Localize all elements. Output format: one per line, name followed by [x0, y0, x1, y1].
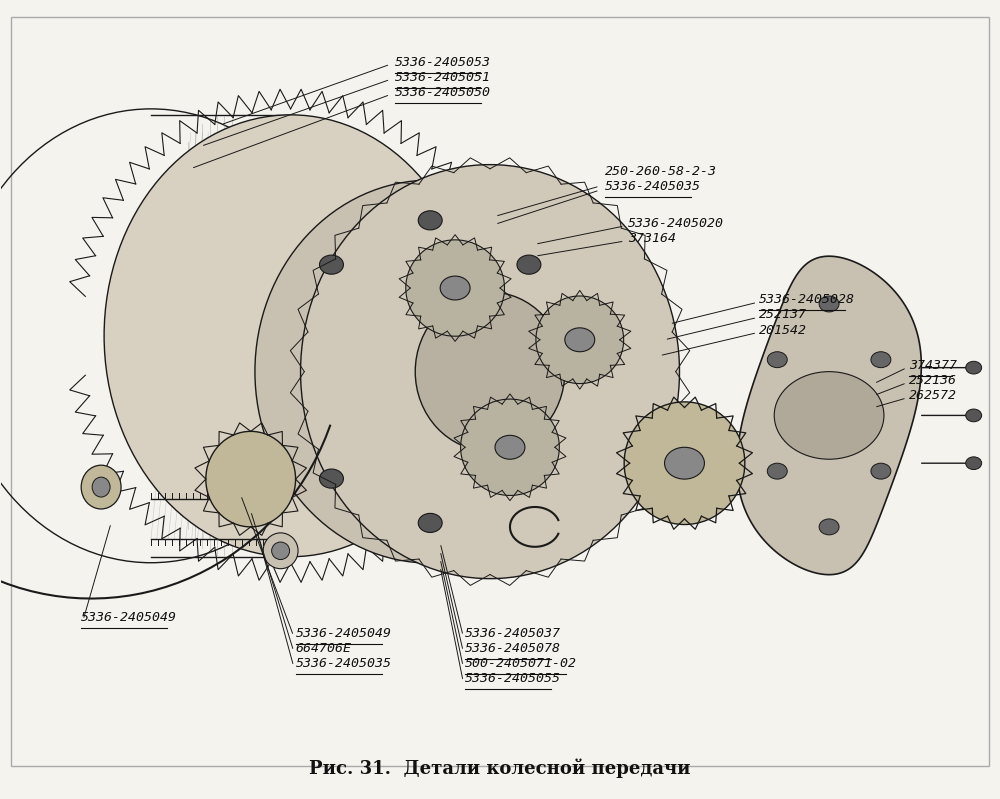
Text: 664706E: 664706E — [296, 642, 352, 655]
Circle shape — [966, 409, 982, 422]
Ellipse shape — [461, 400, 559, 495]
Circle shape — [418, 514, 442, 532]
Text: 5336-2405020: 5336-2405020 — [628, 217, 724, 230]
Text: 5336-2405035: 5336-2405035 — [605, 181, 701, 193]
Text: 5336-2405037: 5336-2405037 — [465, 627, 561, 640]
Ellipse shape — [415, 292, 565, 451]
Circle shape — [966, 457, 982, 470]
Text: 250-260-58-2-3: 250-260-58-2-3 — [605, 165, 717, 178]
Ellipse shape — [406, 240, 504, 336]
Ellipse shape — [81, 465, 121, 509]
Circle shape — [440, 276, 470, 300]
Ellipse shape — [92, 477, 110, 497]
Circle shape — [320, 469, 343, 488]
Text: 262572: 262572 — [909, 389, 957, 402]
Circle shape — [819, 519, 839, 535]
Text: 374377: 374377 — [909, 359, 957, 372]
Circle shape — [517, 469, 541, 488]
Ellipse shape — [206, 431, 296, 527]
Text: 5336-2405055: 5336-2405055 — [465, 672, 561, 686]
Circle shape — [565, 328, 595, 352]
Ellipse shape — [624, 402, 745, 524]
Circle shape — [767, 463, 787, 479]
Text: 201542: 201542 — [759, 324, 807, 336]
Ellipse shape — [272, 542, 290, 559]
Ellipse shape — [263, 533, 298, 569]
Circle shape — [665, 447, 704, 479]
Circle shape — [495, 435, 525, 459]
Text: 5336-2405049: 5336-2405049 — [296, 627, 392, 640]
Text: 252136: 252136 — [909, 374, 957, 387]
Circle shape — [774, 372, 884, 459]
Ellipse shape — [301, 165, 680, 578]
Text: 500-2405071-02: 500-2405071-02 — [465, 658, 577, 670]
Text: 5336-2405049: 5336-2405049 — [81, 611, 177, 624]
Circle shape — [966, 361, 982, 374]
Circle shape — [871, 352, 891, 368]
Circle shape — [767, 352, 787, 368]
Ellipse shape — [104, 115, 477, 557]
Text: 5336-2405078: 5336-2405078 — [465, 642, 561, 655]
Text: 5336-2405051: 5336-2405051 — [395, 71, 491, 84]
Text: МАРКА: МАРКА — [413, 433, 527, 461]
Circle shape — [418, 211, 442, 230]
Circle shape — [320, 255, 343, 274]
Circle shape — [871, 463, 891, 479]
Text: 5336-2405035: 5336-2405035 — [296, 658, 392, 670]
Circle shape — [819, 296, 839, 312]
Text: 5336-2405050: 5336-2405050 — [395, 86, 491, 99]
Text: 252137: 252137 — [759, 308, 807, 321]
Polygon shape — [737, 256, 921, 574]
Text: Рис. 31.  Детали колесной передачи: Рис. 31. Детали колесной передачи — [309, 758, 691, 777]
Text: 5336-2405028: 5336-2405028 — [759, 293, 855, 306]
Text: МАЗ: МАЗ — [346, 335, 594, 432]
Ellipse shape — [536, 296, 624, 384]
Text: 5336-2405053: 5336-2405053 — [395, 56, 491, 69]
Circle shape — [517, 255, 541, 274]
Ellipse shape — [255, 180, 605, 563]
Text: 373164: 373164 — [628, 232, 676, 245]
